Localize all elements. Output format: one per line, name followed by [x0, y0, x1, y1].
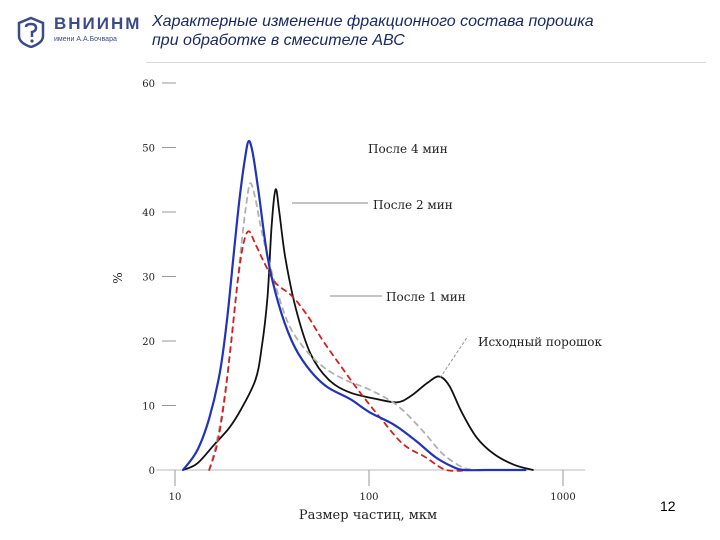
- annotation-label: После 4 мин: [368, 142, 448, 156]
- logo-name: ВНИИНМ: [54, 14, 142, 33]
- annotation-leader-line: [439, 335, 469, 379]
- annotation-label: Исходный порошок: [478, 335, 602, 349]
- x-axis-label: Размер частиц, мкм: [299, 508, 437, 523]
- logo-subtitle: имени А.А.Бочвара: [54, 36, 117, 43]
- y-tick-label: 40: [142, 208, 155, 219]
- y-axis-label: %: [111, 272, 125, 283]
- title-line-1: Характерные изменение фракционного соста…: [152, 13, 594, 30]
- series-line-after-4-min: [181, 140, 527, 472]
- series-group: [181, 140, 534, 472]
- organization-logo: ВНИИНМ имени А.А.Бочвара: [12, 14, 139, 52]
- y-tick-label: 20: [142, 337, 155, 348]
- title-line-2: при обработке в смесителе АВС: [152, 32, 405, 49]
- x-axis: 10 100 1000: [156, 469, 586, 503]
- series-line-after-2-min: [208, 182, 476, 471]
- emblem-icon: [17, 16, 45, 48]
- x-tick-label: 1000: [550, 492, 575, 503]
- y-axis: 0 10 20 30 40 50 60: [142, 79, 176, 477]
- x-tick-label: 10: [169, 492, 182, 503]
- y-tick-label: 60: [142, 79, 155, 90]
- header-divider: [146, 62, 706, 63]
- slide-title: Характерные изменение фракционного соста…: [152, 12, 702, 50]
- y-tick-label: 30: [142, 273, 155, 284]
- x-tick-label: 100: [359, 492, 378, 503]
- page-number: 12: [660, 498, 676, 514]
- annotation-label: После 1 мин: [386, 290, 466, 304]
- series-line-after-1-min: [208, 230, 471, 472]
- y-tick-label: 10: [142, 402, 155, 413]
- annotation-group: После 4 мин После 2 мин После 1 мин Исходны…: [292, 142, 602, 379]
- series-line-initial-powder: [182, 188, 534, 471]
- y-tick-label: 50: [142, 144, 155, 155]
- annotation-label: После 2 мин: [373, 198, 453, 212]
- y-tick-label: 0: [149, 466, 155, 477]
